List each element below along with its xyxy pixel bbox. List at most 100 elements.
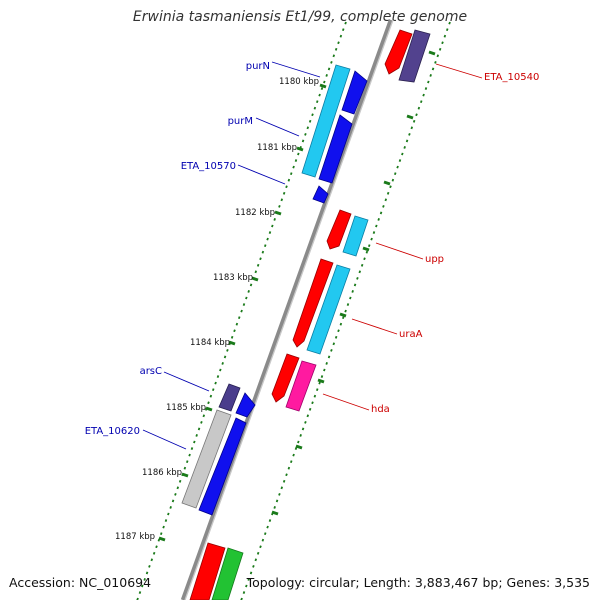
- minor-tick-dot-right: [424, 87, 428, 90]
- minor-tick-dot-right: [334, 335, 338, 339]
- minor-tick-dot-left: [311, 113, 314, 117]
- minor-tick-dot-right: [372, 231, 376, 234]
- tick-1181-left: [296, 146, 304, 152]
- leader-purn: [271, 61, 321, 78]
- minor-tick-dot-right: [367, 244, 371, 248]
- tick-1185-right: [317, 378, 325, 384]
- minor-tick-dot-right: [408, 132, 411, 136]
- tick-1185-left: [205, 406, 213, 412]
- minor-tick-dot-left: [223, 355, 227, 359]
- minor-tick-dot-left: [334, 47, 338, 51]
- minor-tick-dot-right: [252, 564, 255, 568]
- minor-tick-dot-right: [292, 453, 295, 457]
- minor-tick-dot-right: [301, 427, 305, 431]
- gene-eta10620-gray: [181, 409, 232, 509]
- minor-tick-dot-left: [235, 322, 239, 326]
- minor-tick-dot-left: [313, 106, 317, 110]
- minor-tick-dot-left: [327, 67, 331, 71]
- minor-tick-dot-left: [323, 80, 326, 84]
- minor-tick-dot-right: [311, 401, 314, 405]
- minor-tick-dot-right: [365, 250, 369, 254]
- tick-1187-left: [158, 536, 166, 542]
- minor-tick-dot-right: [403, 146, 406, 149]
- minor-tick-dot-left: [285, 185, 288, 189]
- minor-tick-dot-left: [155, 545, 158, 549]
- minor-tick-dot-left: [339, 34, 343, 38]
- minor-tick-dot-right: [275, 499, 279, 503]
- minor-tick-dot-left: [247, 290, 250, 293]
- minor-tick-dot-right: [320, 375, 324, 378]
- tick-1187-right: [271, 510, 279, 516]
- minor-tick-dot-left: [259, 257, 262, 261]
- gene-eta10620-blue-long: [198, 417, 247, 516]
- minor-tick-dot-left: [141, 584, 144, 588]
- minor-tick-dot-left: [197, 427, 201, 431]
- tick-1181-right: [406, 114, 414, 120]
- minor-tick-dot-right: [285, 473, 288, 477]
- minor-tick-dot-left: [193, 440, 196, 444]
- gene-upp-cyan: [342, 215, 369, 257]
- minor-tick-dot-right: [346, 303, 350, 306]
- minor-tick-dot-left: [332, 54, 336, 58]
- gene-label-upp: upp: [425, 254, 444, 265]
- minor-tick-dot-left: [256, 263, 260, 267]
- minor-tick-dot-right: [422, 93, 425, 97]
- minor-tick-dot-right: [273, 506, 276, 509]
- minor-tick-dot-right: [370, 237, 373, 241]
- minor-tick-dot-right: [377, 218, 380, 221]
- minor-tick-dot-right: [308, 407, 312, 411]
- minor-tick-dot-left: [261, 250, 265, 254]
- tick-1186-left: [181, 472, 189, 478]
- kbp-label: 1181 kbp: [257, 143, 297, 153]
- minor-tick-dot-left: [344, 21, 347, 25]
- minor-tick-dot-right: [318, 381, 321, 385]
- minor-tick-dot-right: [386, 191, 390, 195]
- genome-backbone-highlight: [184, 19, 394, 600]
- tick-1184-right: [339, 312, 347, 318]
- minor-tick-dot-right: [259, 545, 262, 549]
- gene-label-eta10620: ETA_10620: [85, 426, 140, 437]
- minor-tick-dot-left: [200, 420, 203, 424]
- minor-tick-dot-left: [176, 486, 180, 490]
- minor-tick-dot-left: [219, 368, 222, 372]
- minor-tick-dot-right: [436, 54, 440, 58]
- minor-tick-dot-left: [280, 198, 284, 202]
- genome-backbone: [180, 19, 394, 600]
- gene-label-arsc: arsC: [140, 366, 162, 377]
- minor-tick-dot-left: [297, 152, 300, 156]
- minor-tick-dot-left: [341, 28, 345, 32]
- minor-tick-dot-left: [148, 564, 151, 568]
- minor-tick-dot-left: [308, 119, 312, 123]
- gene-hda-magenta: [285, 360, 317, 412]
- tick-1183-right: [362, 246, 370, 252]
- tick-1182-right: [383, 180, 391, 186]
- minor-tick-dot-left: [301, 139, 305, 143]
- minor-tick-dot-right: [382, 204, 385, 208]
- minor-tick-dot-right: [323, 368, 326, 372]
- minor-tick-dot-left: [226, 348, 229, 352]
- minor-tick-dot-right: [389, 185, 392, 189]
- minor-tick-dot-right: [384, 198, 388, 202]
- minor-tick-dot-left: [150, 558, 154, 562]
- gene-uraa-cyan: [306, 264, 351, 355]
- minor-tick-dot-right: [427, 80, 430, 84]
- minor-tick-dot-right: [268, 519, 272, 522]
- leader-arsc: [163, 371, 210, 392]
- minor-tick-dot-left: [152, 551, 156, 555]
- minor-tick-dot-left: [183, 466, 187, 470]
- minor-tick-dot-left: [190, 447, 194, 450]
- minor-tick-dot-right: [263, 532, 267, 536]
- gene-bottom-green: [211, 547, 244, 600]
- minor-tick-dot-right: [405, 139, 409, 143]
- minor-tick-dot-right: [341, 316, 345, 320]
- minor-tick-dot-left: [233, 329, 236, 333]
- minor-tick-dot-left: [162, 525, 165, 529]
- minor-tick-dot-right: [332, 342, 336, 346]
- minor-tick-dot-left: [282, 191, 286, 195]
- leader-eta10620: [142, 429, 187, 450]
- minor-tick-dot-right: [315, 388, 319, 392]
- minor-tick-dot-left: [318, 93, 321, 97]
- kbp-label: 1180 kbp: [279, 77, 319, 87]
- minor-tick-dot-left: [266, 237, 269, 241]
- minor-tick-dot-right: [419, 100, 423, 104]
